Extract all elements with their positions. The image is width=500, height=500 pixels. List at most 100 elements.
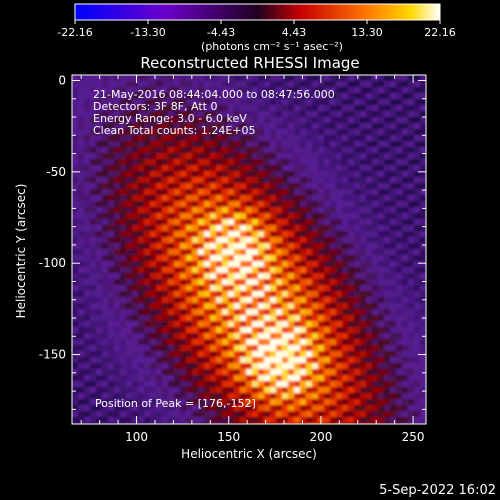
- heatmap-cell: [402, 105, 409, 112]
- heatmap-cell: [174, 345, 181, 352]
- heatmap-cell: [324, 135, 331, 142]
- heatmap-cell: [312, 339, 319, 346]
- heatmap-cell: [276, 213, 283, 220]
- heatmap-cell: [144, 249, 151, 256]
- heatmap-cell: [144, 279, 151, 286]
- heatmap-cell: [78, 93, 85, 100]
- heatmap-cell: [306, 117, 313, 124]
- heatmap-cell: [396, 297, 403, 304]
- heatmap-cell: [342, 381, 349, 388]
- heatmap-cell: [228, 255, 235, 262]
- heatmap-cell: [210, 417, 217, 424]
- heatmap-cell: [258, 261, 265, 268]
- heatmap-cell: [192, 405, 199, 412]
- heatmap-cell: [72, 183, 79, 190]
- heatmap-cell: [330, 225, 337, 232]
- heatmap-cell: [396, 393, 403, 400]
- heatmap-cell: [330, 399, 337, 406]
- heatmap-cell: [318, 243, 325, 250]
- heatmap-cell: [168, 171, 175, 178]
- heatmap-cell: [318, 387, 325, 394]
- heatmap-cell: [414, 237, 421, 244]
- heatmap-cell: [330, 303, 337, 310]
- heatmap-cell: [210, 81, 217, 88]
- heatmap-cell: [150, 369, 157, 376]
- heatmap-cell: [138, 141, 145, 148]
- heatmap-cell: [114, 267, 121, 274]
- heatmap-cell: [78, 375, 85, 382]
- heatmap-cell: [72, 225, 79, 232]
- heatmap-cell: [264, 213, 271, 220]
- heatmap-cell: [156, 411, 163, 418]
- heatmap-cell: [132, 303, 139, 310]
- heatmap-cell: [396, 351, 403, 358]
- heatmap-cell: [90, 99, 97, 106]
- heatmap-cell: [144, 147, 151, 154]
- heatmap-cell: [324, 165, 331, 172]
- heatmap-cell: [78, 225, 85, 232]
- heatmap-cell: [294, 399, 301, 406]
- heatmap-cell: [312, 309, 319, 316]
- heatmap-cell: [342, 93, 349, 100]
- heatmap-cell: [192, 165, 199, 172]
- heatmap-cell: [186, 207, 193, 214]
- heatmap-cell: [144, 117, 151, 124]
- heatmap-cell: [276, 297, 283, 304]
- heatmap-cell: [282, 267, 289, 274]
- heatmap-cell: [396, 279, 403, 286]
- heatmap-cell: [96, 171, 103, 178]
- heatmap-cell: [324, 93, 331, 100]
- heatmap-cell: [96, 237, 103, 244]
- heatmap-cell: [366, 153, 373, 160]
- heatmap-cell: [156, 297, 163, 304]
- heatmap-cell: [342, 417, 349, 424]
- heatmap-cell: [378, 189, 385, 196]
- heatmap-cell: [342, 201, 349, 208]
- heatmap-cell: [204, 363, 211, 370]
- heatmap-cell: [366, 267, 373, 274]
- heatmap-cell: [108, 279, 115, 286]
- heatmap-cell: [114, 321, 121, 328]
- heatmap-cell: [372, 75, 379, 82]
- heatmap-cell: [192, 315, 199, 322]
- heatmap-cell: [390, 99, 397, 106]
- heatmap-cell: [372, 417, 379, 424]
- heatmap-cell: [294, 177, 301, 184]
- heatmap-cell: [132, 117, 139, 124]
- heatmap-cell: [240, 225, 247, 232]
- heatmap-cell: [324, 255, 331, 262]
- heatmap-cell: [126, 129, 133, 136]
- heatmap-cell: [186, 81, 193, 88]
- heatmap-cell: [372, 195, 379, 202]
- heatmap-cell: [336, 201, 343, 208]
- heatmap-cell: [150, 237, 157, 244]
- heatmap-cell: [102, 165, 109, 172]
- heatmap-cell: [156, 375, 163, 382]
- heatmap-cell: [312, 99, 319, 106]
- heatmap-cell: [300, 339, 307, 346]
- heatmap-cell: [294, 333, 301, 340]
- heatmap-cell: [366, 279, 373, 286]
- heatmap-cell: [390, 321, 397, 328]
- heatmap-cell: [252, 141, 259, 148]
- heatmap-cell: [180, 189, 187, 196]
- heatmap-cell: [72, 369, 79, 376]
- heatmap-cell: [318, 87, 325, 94]
- heatmap-cell: [294, 105, 301, 112]
- heatmap-cell: [414, 279, 421, 286]
- heatmap-cell: [216, 243, 223, 250]
- heatmap-cell: [150, 255, 157, 262]
- heatmap-cell: [180, 399, 187, 406]
- heatmap-cell: [210, 255, 217, 262]
- heatmap-cell: [108, 129, 115, 136]
- heatmap-cell: [348, 291, 355, 298]
- heatmap-cell: [366, 129, 373, 136]
- heatmap-cell: [282, 363, 289, 370]
- heatmap-cell: [78, 123, 85, 130]
- heatmap-cell: [360, 171, 367, 178]
- heatmap-cell: [120, 117, 127, 124]
- heatmap-cell: [396, 285, 403, 292]
- heatmap-cell: [408, 129, 415, 136]
- heatmap-cell: [276, 321, 283, 328]
- heatmap-cell: [342, 357, 349, 364]
